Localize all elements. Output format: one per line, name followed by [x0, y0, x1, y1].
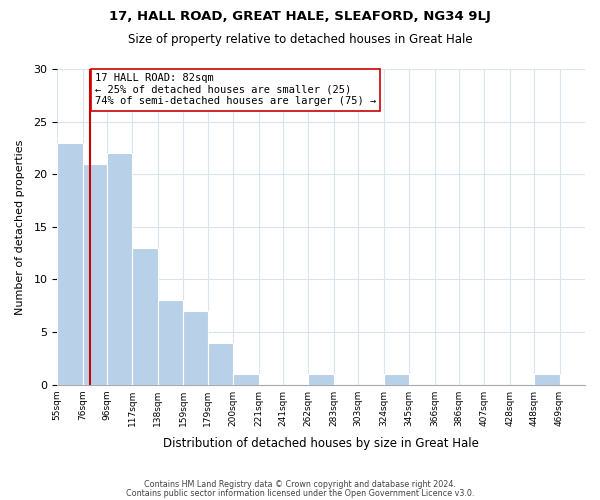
- Text: 17, HALL ROAD, GREAT HALE, SLEAFORD, NG34 9LJ: 17, HALL ROAD, GREAT HALE, SLEAFORD, NG3…: [109, 10, 491, 23]
- Bar: [83, 164, 107, 384]
- Bar: [534, 374, 560, 384]
- Text: Contains public sector information licensed under the Open Government Licence v3: Contains public sector information licen…: [126, 488, 474, 498]
- Bar: [208, 342, 233, 384]
- Text: 17 HALL ROAD: 82sqm
← 25% of detached houses are smaller (25)
74% of semi-detach: 17 HALL ROAD: 82sqm ← 25% of detached ho…: [95, 73, 376, 106]
- Text: Contains HM Land Registry data © Crown copyright and database right 2024.: Contains HM Land Registry data © Crown c…: [144, 480, 456, 489]
- Bar: [107, 153, 133, 384]
- Bar: [133, 248, 158, 384]
- Y-axis label: Number of detached properties: Number of detached properties: [15, 139, 25, 314]
- Bar: [158, 300, 184, 384]
- Text: Size of property relative to detached houses in Great Hale: Size of property relative to detached ho…: [128, 32, 472, 46]
- Bar: [57, 142, 83, 384]
- X-axis label: Distribution of detached houses by size in Great Hale: Distribution of detached houses by size …: [163, 437, 479, 450]
- Bar: [383, 374, 409, 384]
- Bar: [233, 374, 259, 384]
- Bar: [308, 374, 334, 384]
- Bar: [184, 311, 208, 384]
